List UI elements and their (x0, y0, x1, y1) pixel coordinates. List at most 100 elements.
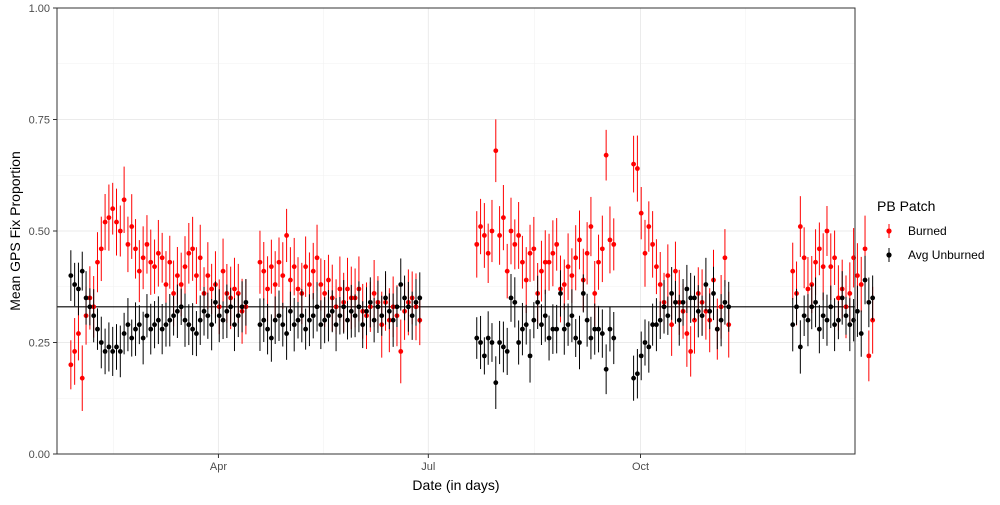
data-point (394, 304, 400, 310)
data-point (688, 349, 694, 354)
data-point (554, 326, 560, 332)
data-point (527, 353, 533, 359)
data-point (239, 304, 245, 310)
data-point (669, 322, 675, 328)
data-point (194, 331, 199, 336)
data-point (790, 268, 796, 274)
data-point (322, 317, 328, 323)
data-point (352, 313, 358, 319)
data-point (261, 268, 267, 274)
data-point (824, 317, 830, 323)
data-point (832, 322, 837, 328)
data-point (171, 291, 176, 296)
data-point (322, 291, 328, 296)
data-point (261, 317, 267, 323)
data-point (295, 286, 301, 292)
data-point (303, 326, 309, 332)
data-point (809, 304, 815, 310)
data-point (140, 335, 146, 341)
data-point (699, 313, 705, 319)
data-point (110, 349, 116, 354)
data-point (504, 268, 510, 274)
data-point (801, 313, 807, 319)
data-point (68, 362, 74, 368)
data-point (546, 259, 552, 265)
data-point (398, 349, 404, 354)
data-point (592, 326, 598, 332)
data-point (858, 282, 864, 287)
data-point (402, 295, 407, 301)
data-point (722, 255, 728, 261)
data-point (577, 340, 582, 345)
data-point (314, 304, 320, 310)
data-point (288, 308, 293, 314)
data-point (554, 241, 560, 247)
data-point (257, 322, 263, 328)
data-point (178, 282, 184, 287)
data-point (186, 322, 192, 328)
data-point (276, 259, 282, 265)
data-point (91, 313, 97, 319)
data-point (631, 375, 636, 381)
data-point (569, 273, 575, 278)
data-point (520, 259, 525, 265)
data-point (824, 228, 830, 234)
data-point (722, 299, 728, 305)
legend-items: Burned Avg Unburned (886, 224, 985, 262)
data-point (832, 255, 837, 261)
data-point (110, 206, 116, 212)
data-point (650, 241, 656, 247)
data-point (673, 268, 678, 274)
data-point (481, 353, 487, 359)
data-point (512, 299, 518, 305)
data-point (83, 295, 89, 301)
legend-key-point (886, 252, 892, 258)
data-point (508, 228, 514, 234)
data-point (114, 219, 119, 225)
data-point (307, 317, 312, 323)
data-point (485, 250, 491, 256)
data-point (121, 197, 127, 203)
data-point (714, 326, 720, 332)
data-point (481, 233, 487, 238)
data-point (588, 335, 594, 341)
data-point (152, 264, 157, 270)
data-point (163, 282, 169, 287)
data-point (550, 326, 556, 332)
data-point (558, 291, 563, 296)
y-tick-label: 1.00 (29, 3, 50, 15)
data-point (228, 304, 234, 310)
data-point (383, 295, 388, 301)
data-point (642, 250, 648, 256)
data-point (813, 299, 818, 305)
data-point (684, 331, 690, 336)
data-point (95, 259, 100, 265)
data-point (268, 264, 274, 270)
data-point (167, 317, 173, 323)
data-point (371, 317, 377, 323)
data-point (657, 317, 663, 323)
data-point (197, 317, 203, 323)
data-point (584, 317, 590, 323)
x-tick-label: Oct (632, 461, 649, 473)
data-point (265, 326, 270, 332)
data-point (692, 317, 697, 323)
data-point (661, 304, 667, 310)
data-point (190, 326, 196, 332)
data-point (584, 250, 590, 256)
data-point (356, 304, 362, 310)
data-point (599, 331, 605, 336)
data-point (232, 286, 237, 292)
data-point (703, 282, 709, 287)
data-point (186, 250, 192, 256)
data-point (794, 304, 799, 310)
data-point (178, 304, 184, 310)
data-point (98, 246, 104, 252)
data-point (201, 308, 207, 314)
data-point (280, 322, 286, 328)
data-point (144, 241, 150, 247)
data-point (862, 246, 868, 252)
data-point (820, 264, 826, 270)
data-point (295, 317, 301, 323)
